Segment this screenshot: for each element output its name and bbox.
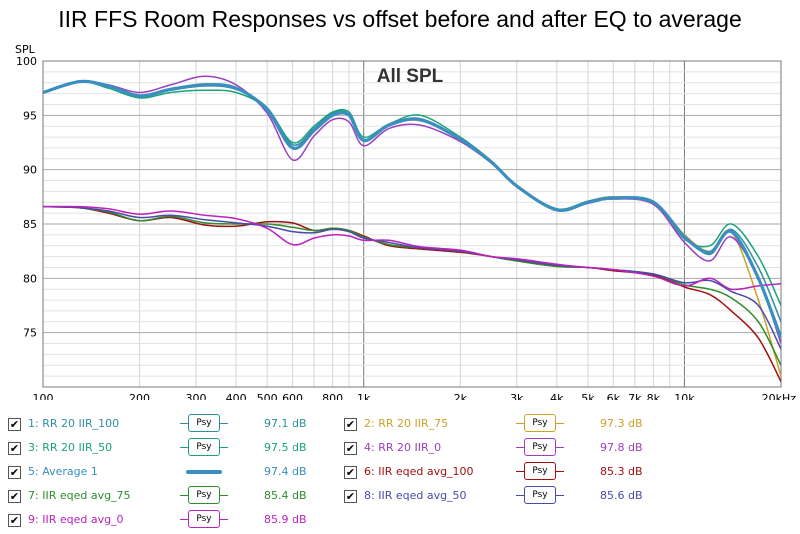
legend-label: 8: IIR eqed avg_50 xyxy=(364,489,467,502)
psy-label: Psy xyxy=(188,510,220,528)
psy-smoothing-button[interactable]: Psy xyxy=(180,510,228,528)
y-axis-label: SPL xyxy=(15,43,36,56)
inner-label: All SPL xyxy=(377,66,444,87)
series-line-7 xyxy=(43,205,781,366)
x-tick-label: 4k xyxy=(550,392,564,400)
legend-value: 97.5 dB xyxy=(264,441,307,454)
psy-smoothing-button[interactable]: Psy xyxy=(516,486,564,504)
x-tick-label: 2k xyxy=(454,392,468,400)
legend-label: 3: RR 20 IIR_50 xyxy=(28,441,113,454)
y-tick-label: 90 xyxy=(23,164,37,177)
legend-value: 97.8 dB xyxy=(600,441,643,454)
y-tick-label: 75 xyxy=(23,327,37,340)
legend-item: ✔ 3: RR 20 IIR_50 Psy 97.5 dB xyxy=(8,438,338,460)
legend-label: 7: IIR eqed avg_75 xyxy=(28,489,131,502)
legend-label: 6: IIR eqed avg_100 xyxy=(364,465,474,478)
x-tick-label: 6k xyxy=(607,392,621,400)
psy-smoothing-button[interactable]: Psy xyxy=(516,438,564,456)
x-tick-label: 8k xyxy=(647,392,661,400)
psy-label: Psy xyxy=(188,438,220,456)
psy-smoothing-button[interactable]: Psy xyxy=(180,438,228,456)
y-tick-label: 100 xyxy=(16,55,37,68)
psy-label: Psy xyxy=(524,414,556,432)
x-tick-label: 300 xyxy=(186,392,207,400)
legend-checkbox[interactable]: ✔ xyxy=(8,514,21,527)
legend-item: ✔ 5: Average 1 97.4 dB xyxy=(8,462,338,484)
psy-smoothing-button[interactable]: Psy xyxy=(180,414,228,432)
legend-label: 2: RR 20 IIR_75 xyxy=(364,417,449,430)
x-tick-label: 10k xyxy=(674,392,695,400)
legend-item: ✔ 9: IIR eqed avg_0 Psy 85.9 dB xyxy=(8,510,338,532)
x-tick-label: 7k xyxy=(628,392,642,400)
psy-label: Psy xyxy=(188,414,220,432)
legend-item: ✔ 7: IIR eqed avg_75 Psy 85.4 dB xyxy=(8,486,338,508)
x-tick-label: 200 xyxy=(129,392,150,400)
legend-checkbox[interactable]: ✔ xyxy=(344,490,357,503)
legend-value: 85.9 dB xyxy=(264,513,307,526)
x-tick-label: 400 xyxy=(226,392,247,400)
x-tick-label: 3k xyxy=(510,392,524,400)
legend-value: 97.4 dB xyxy=(264,465,307,478)
psy-smoothing-button[interactable]: Psy xyxy=(180,486,228,504)
legend-label: 5: Average 1 xyxy=(28,465,98,478)
legend-value: 85.6 dB xyxy=(600,489,643,502)
x-tick-label: 800 xyxy=(322,392,343,400)
x-tick-label: 600 xyxy=(282,392,303,400)
legend-item: ✔ 1: RR 20 IIR_100 Psy 97.1 dB xyxy=(8,414,338,436)
series-line-4 xyxy=(43,75,781,344)
psy-label: Psy xyxy=(524,486,556,504)
legend-thick-line-swatch xyxy=(186,470,222,474)
x-tick-label: 20kHz xyxy=(762,392,797,400)
x-tick-label: 500 xyxy=(257,392,278,400)
series-line-5 xyxy=(43,79,781,339)
legend-item: ✔ 6: IIR eqed avg_100 Psy 85.3 dB xyxy=(344,462,674,484)
chart-title: IIR FFS Room Responses vs offset before … xyxy=(58,6,742,32)
chart-area: 75 80 85 90 95 100 100 200 300 400 500 600 800 1k 2k 3k… xyxy=(15,43,797,400)
legend-checkbox[interactable]: ✔ xyxy=(8,466,21,479)
psy-label: Psy xyxy=(188,486,220,504)
psy-label: Psy xyxy=(524,438,556,456)
y-tick-label: 95 xyxy=(23,109,37,122)
legend-item: ✔ 4: RR 20 IIR_0 Psy 97.8 dB xyxy=(344,438,674,460)
legend-checkbox[interactable]: ✔ xyxy=(344,442,357,455)
x-tick-label: 5k xyxy=(581,392,595,400)
legend-checkbox[interactable]: ✔ xyxy=(344,466,357,479)
psy-label: Psy xyxy=(524,462,556,480)
legend-value: 97.3 dB xyxy=(600,417,643,430)
legend-value: 97.1 dB xyxy=(264,417,307,430)
plot-frame xyxy=(42,60,782,388)
legend-checkbox[interactable]: ✔ xyxy=(344,418,357,431)
legend-label: 4: RR 20 IIR_0 xyxy=(364,441,442,454)
y-tick-label: 80 xyxy=(23,272,37,285)
psy-smoothing-button[interactable]: Psy xyxy=(516,414,564,432)
x-tick-label: 100 xyxy=(33,392,54,400)
legend-value: 85.4 dB xyxy=(264,489,307,502)
legend-label: 1: RR 20 IIR_100 xyxy=(28,417,120,430)
legend-checkbox[interactable]: ✔ xyxy=(8,442,21,455)
y-tick-label: 85 xyxy=(23,218,37,231)
series-line-8 xyxy=(43,205,781,350)
legend-checkbox[interactable]: ✔ xyxy=(8,418,21,431)
legend-item: ✔ 2: RR 20 IIR_75 Psy 97.3 dB xyxy=(344,414,674,436)
psy-smoothing-button[interactable]: Psy xyxy=(516,462,564,480)
legend-value: 85.3 dB xyxy=(600,465,643,478)
legend-item: ✔ 8: IIR eqed avg_50 Psy 85.6 dB xyxy=(344,486,674,508)
legend-checkbox[interactable]: ✔ xyxy=(8,490,21,503)
series-line-9 xyxy=(43,205,781,291)
legend-label: 9: IIR eqed avg_0 xyxy=(28,513,124,526)
x-tick-label: 1k xyxy=(357,392,371,400)
